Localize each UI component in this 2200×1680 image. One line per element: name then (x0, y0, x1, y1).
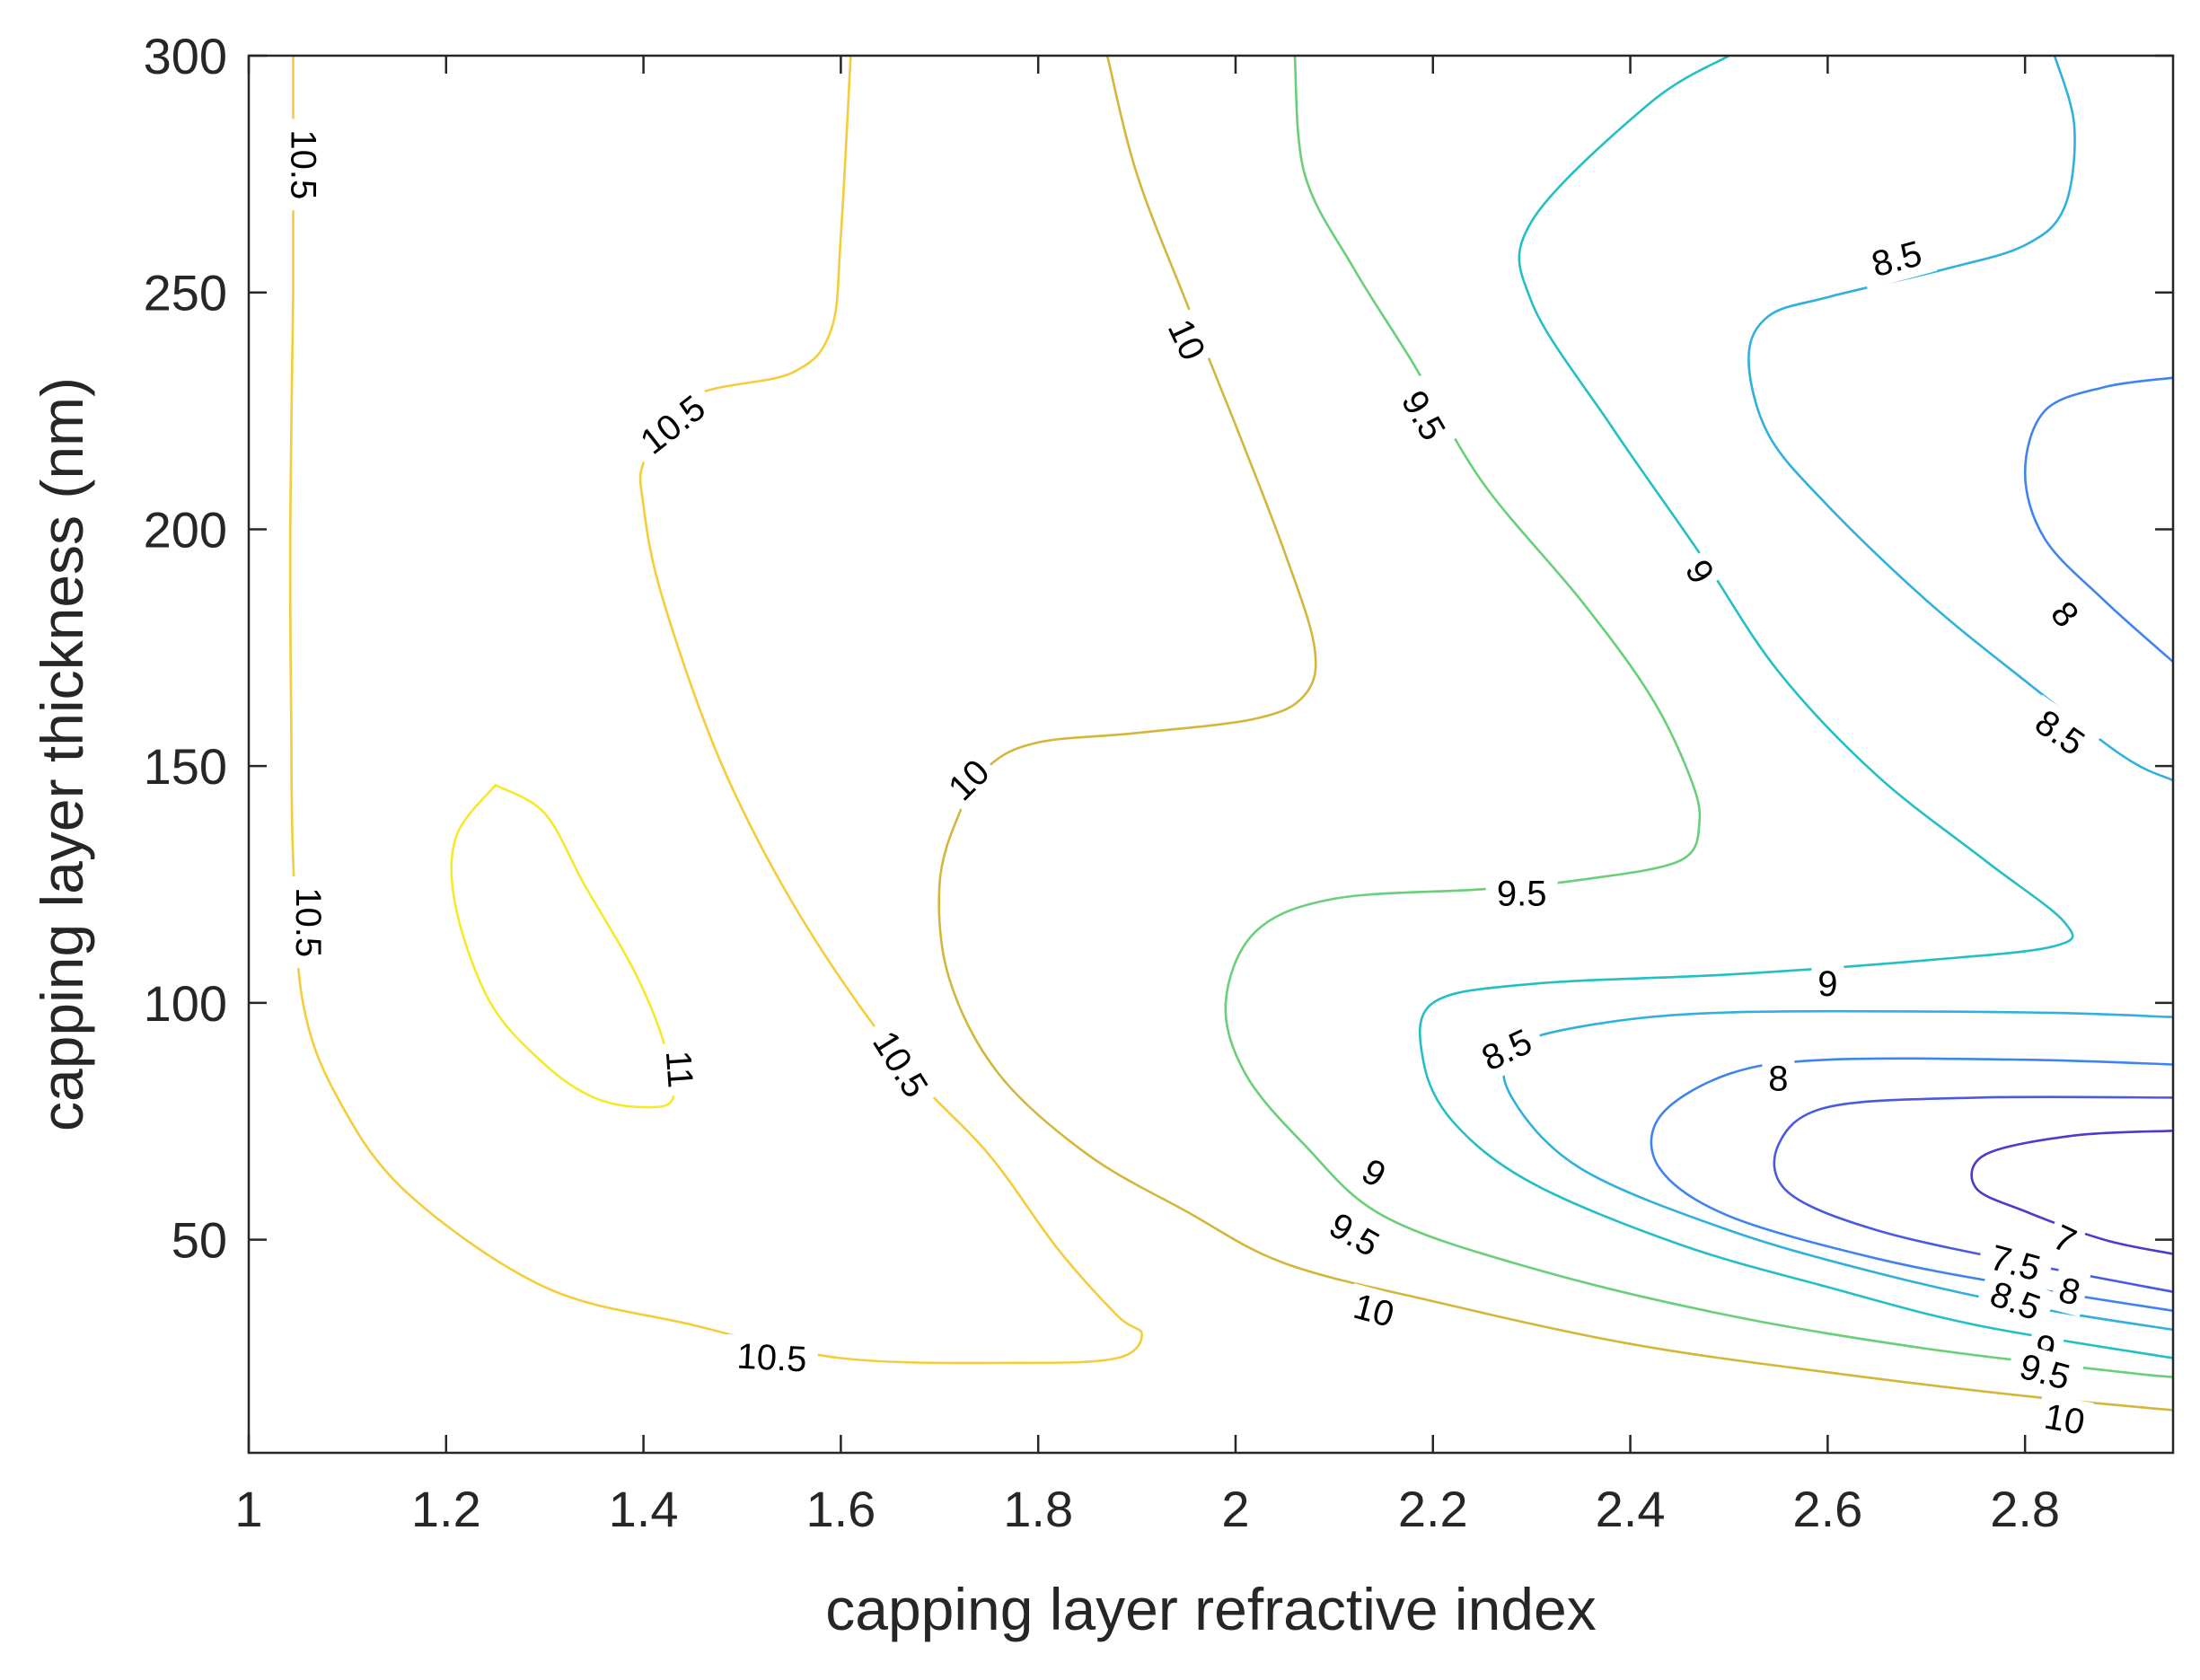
x-tick-label: 2.2 (1398, 1481, 1468, 1537)
y-tick-label: 250 (144, 265, 227, 321)
x-tick-label: 2.4 (1596, 1481, 1666, 1537)
contour-label-background (1856, 229, 1938, 290)
contour-label-background (1974, 1268, 2056, 1334)
contour-label-background (1762, 1057, 1795, 1101)
contour-label-background (1975, 1233, 2056, 1294)
contour-label-7-5: 7.5 (1975, 1233, 2056, 1294)
contour-label-background (725, 1333, 819, 1383)
x-tick-label: 1.6 (805, 1481, 876, 1537)
contour-line-9 (1418, 56, 2173, 1359)
contour-label-background (2004, 1341, 2085, 1403)
contour-label-background (2018, 694, 2102, 771)
contour-label-background (2035, 1394, 2094, 1446)
contour-label-text: 11 (658, 1050, 700, 1089)
contour-label-background (1485, 872, 1558, 916)
x-tick-label: 1.4 (609, 1481, 679, 1537)
y-axis-title: capping layer thickness (nm) (29, 377, 95, 1131)
y-tick-label: 100 (144, 975, 227, 1032)
contour-label-8-5: 8.5 (2018, 694, 2102, 771)
x-tick-label: 2 (1221, 1481, 1249, 1537)
contour-line-8-5 (1501, 1009, 2173, 1332)
x-tick-label: 1.2 (411, 1481, 481, 1537)
plot-area-frame (247, 54, 2175, 1455)
contour-label-background (935, 746, 1003, 814)
contour-label-background (1465, 1016, 1549, 1086)
y-tick-label: 200 (144, 501, 227, 558)
contour-label-10: 10 (2035, 1394, 2094, 1446)
contour-label-text: 10.5 (283, 129, 322, 199)
contour-line-8 (1650, 1057, 2173, 1313)
contour-label-text: 10 (2041, 1397, 2087, 1443)
contour-label-8: 8 (2048, 1266, 2091, 1317)
contour-label-background (286, 876, 330, 969)
x-tick-label: 1.8 (1003, 1481, 1073, 1537)
contour-line-8 (2023, 376, 2173, 664)
y-tick-label: 300 (144, 28, 227, 84)
contour-label-background (1811, 962, 1844, 1006)
contour-label-10-5: 10.5 (286, 876, 330, 969)
contour-label-background (623, 380, 723, 471)
contour-label-10: 10 (1342, 1283, 1405, 1339)
contour-label-11: 11 (656, 1042, 703, 1097)
contour-label-background (2037, 588, 2092, 641)
x-axis-title: capping layer refractive index (825, 1576, 1596, 1642)
x-tick-label: 2.6 (1792, 1481, 1862, 1537)
contour-label-background (1386, 374, 1460, 458)
contour-label-text: 10.5 (288, 887, 328, 957)
contour-line-7 (1970, 1130, 2173, 1255)
contour-line-10 (937, 56, 2173, 1412)
contour-label-10-5: 10.5 (623, 380, 723, 471)
contour-label-9-5: 9.5 (1485, 872, 1558, 916)
contour-label-background (1349, 1147, 1399, 1201)
contour-label-background (1155, 307, 1218, 373)
contour-label-8-5: 8.5 (1856, 229, 1938, 290)
contour-label-8: 8 (1762, 1057, 1795, 1101)
contour-label-text: 9 (1817, 964, 1837, 1004)
contour-label-background (281, 119, 325, 211)
y-tick-label: 50 (172, 1212, 227, 1269)
contour-line-11 (450, 784, 675, 1109)
contour-label-10-5: 10.5 (725, 1333, 819, 1383)
axis-ticks: 1 1.2 1.4 1.6 1.8 2 2.2 2.4 2.6 2.8 50 100 150 200 250… (144, 28, 2173, 1537)
contour-label-background (1672, 547, 1727, 597)
contour-label-text: 10.5 (735, 1336, 807, 1379)
contour-label-text: 8 (1768, 1059, 1788, 1098)
contour-label-background (2040, 1213, 2089, 1266)
contour-label-background (857, 1014, 943, 1115)
x-tick-label: 1 (234, 1481, 262, 1537)
x-tick-label: 2.8 (1990, 1481, 2060, 1537)
contour-line-8-5 (1747, 56, 2173, 782)
contour-label-background (656, 1042, 703, 1097)
contour-label-9: 9 (1811, 962, 1844, 1006)
contour-label-background (2048, 1266, 2091, 1317)
contour-label-9-5: 9.5 (2004, 1341, 2085, 1403)
contour-label-10-5: 10.5 (281, 119, 325, 211)
contour-label-background (1312, 1198, 1396, 1272)
y-tick-label: 150 (144, 738, 227, 795)
contour-label-background (1342, 1283, 1405, 1339)
contour-label-text: 9.5 (1497, 875, 1547, 914)
